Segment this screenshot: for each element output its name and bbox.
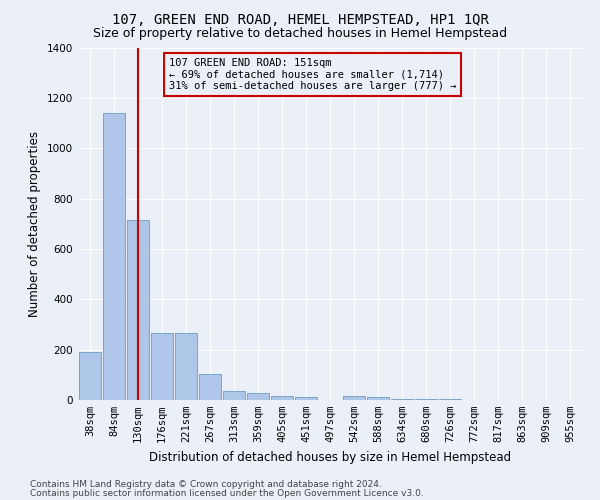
Text: Contains public sector information licensed under the Open Government Licence v3: Contains public sector information licen… (30, 488, 424, 498)
X-axis label: Distribution of detached houses by size in Hemel Hempstead: Distribution of detached houses by size … (149, 450, 511, 464)
Bar (295, 397, 317, 400)
Bar (439, 398, 461, 400)
Bar (223, 391, 245, 400)
Bar (247, 393, 269, 400)
Bar (271, 396, 293, 400)
Bar (415, 398, 437, 400)
Bar (79, 352, 101, 400)
Text: 107 GREEN END ROAD: 151sqm
← 69% of detached houses are smaller (1,714)
31% of s: 107 GREEN END ROAD: 151sqm ← 69% of deta… (169, 58, 456, 92)
Bar (127, 220, 149, 400)
Text: Size of property relative to detached houses in Hemel Hempstead: Size of property relative to detached ho… (93, 28, 507, 40)
Y-axis label: Number of detached properties: Number of detached properties (28, 130, 41, 317)
Bar (175, 334, 197, 400)
Bar (343, 396, 365, 400)
Bar (103, 113, 125, 400)
Bar (367, 398, 389, 400)
Text: Contains HM Land Registry data © Crown copyright and database right 2024.: Contains HM Land Registry data © Crown c… (30, 480, 382, 489)
Bar (391, 398, 413, 400)
Bar (199, 374, 221, 400)
Text: 107, GREEN END ROAD, HEMEL HEMPSTEAD, HP1 1QR: 107, GREEN END ROAD, HEMEL HEMPSTEAD, HP… (112, 12, 488, 26)
Bar (151, 334, 173, 400)
